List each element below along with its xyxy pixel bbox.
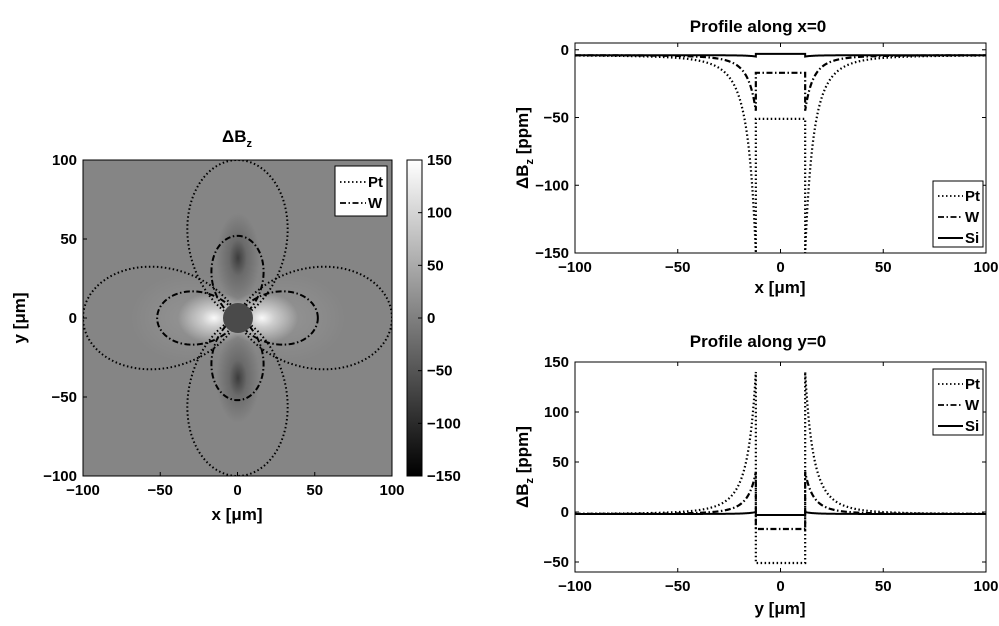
y-tick-label: 50 xyxy=(552,454,569,471)
colorbar: 150 100 50 0 −50 −100 −150 xyxy=(406,152,461,485)
profile-y-xlabel: y [μm] xyxy=(754,599,805,618)
x-tick-label: 0 xyxy=(776,578,784,595)
profile-x-ylabel: ΔBz [ppm] xyxy=(513,107,536,189)
profile-x-title: Profile along x=0 xyxy=(690,17,827,36)
profile-x-panel: Profile along x=0 −100 −50 0 50 1000−50−100−… xyxy=(513,17,999,297)
profile-x-legend: Pt W Si xyxy=(932,180,984,248)
x-tick-label: 100 xyxy=(973,259,998,276)
colorbar-ticks: 150 100 50 0 −50 −100 −150 xyxy=(418,152,461,485)
profile-y-ylabel: ΔBz [ppm] xyxy=(513,426,536,508)
heatmap-ticks: −100 −50 0 50 100 100 50 0 −50 −100 xyxy=(43,152,404,499)
y-tick-label: 100 xyxy=(52,152,77,169)
y-tick-label: 150 xyxy=(544,354,569,371)
series-si xyxy=(575,510,986,516)
profile-x-legend-w: W xyxy=(965,209,980,226)
x-tick-label: −50 xyxy=(665,578,690,595)
x-tick-label: 0 xyxy=(233,482,241,499)
x-tick-label: −100 xyxy=(558,578,592,595)
y-tick-label: 0 xyxy=(69,310,77,327)
profile-x-frame xyxy=(574,42,987,254)
y-tick-label: −100 xyxy=(535,177,569,194)
colorbar-tick-label: 100 xyxy=(427,205,452,222)
y-tick-label: −50 xyxy=(544,554,569,571)
heatmap-legend-pt: Pt xyxy=(368,174,383,191)
x-tick-label: 50 xyxy=(306,482,323,499)
series-si xyxy=(575,52,986,58)
profile-y-frame xyxy=(574,361,987,573)
profile-y-legend-pt: Pt xyxy=(965,376,980,393)
heatmap-xlabel: x [μm] xyxy=(211,505,262,524)
profile-x-legend-pt: Pt xyxy=(965,188,980,205)
x-tick-label: −100 xyxy=(558,259,592,276)
x-tick-label: −100 xyxy=(66,482,100,499)
x-tick-label: −50 xyxy=(665,259,690,276)
y-tick-label: 0 xyxy=(561,504,569,521)
heatmap-title: ΔBz xyxy=(222,127,253,150)
x-tick-label: 50 xyxy=(875,578,892,595)
x-tick-label: 50 xyxy=(875,259,892,276)
y-tick-label: 100 xyxy=(544,404,569,421)
profile-y-legend-si: Si xyxy=(965,418,979,435)
profile-y-legend-w: W xyxy=(965,397,980,414)
y-tick-label: −150 xyxy=(535,245,569,262)
y-tick-label: −100 xyxy=(43,468,77,485)
x-tick-label: −50 xyxy=(148,482,173,499)
heatmap-ylabel: y [μm] xyxy=(10,292,29,343)
x-tick-label: 100 xyxy=(379,482,404,499)
profile-x-series xyxy=(575,52,986,254)
colorbar-tick-label: 0 xyxy=(427,310,435,327)
x-tick-label: 0 xyxy=(776,259,784,276)
y-tick-label: 0 xyxy=(561,42,569,59)
profile-y-title: Profile along y=0 xyxy=(690,332,827,351)
colorbar-tick-label: −50 xyxy=(427,363,452,380)
colorbar-tick-label: −150 xyxy=(427,468,461,485)
profile-x-legend-si: Si xyxy=(965,230,979,247)
y-tick-label: 50 xyxy=(60,231,77,248)
y-tick-label: −50 xyxy=(52,389,77,406)
heatmap-legend: Pt W xyxy=(334,165,388,217)
profile-y-series xyxy=(575,371,986,565)
x-tick-label: 100 xyxy=(973,578,998,595)
y-tick-label: −50 xyxy=(544,110,569,127)
colorbar-tick-label: −100 xyxy=(427,415,461,432)
profile-y-ticks: −100 −50 0 50 100 150 100 50 0 −50 xyxy=(544,354,999,595)
heatmap-panel: ΔBz −100 −50 0 50 100 100 50 0 −50 −100 x [μm] y … xyxy=(10,127,461,524)
profile-x-xlabel: x [μm] xyxy=(754,278,805,297)
profile-y-legend: Pt W Si xyxy=(932,368,984,436)
colorbar-tick-label: 50 xyxy=(427,257,444,274)
heatmap-legend-w: W xyxy=(368,195,383,212)
colorbar-tick-label: 150 xyxy=(427,152,452,169)
profile-y-panel: Profile along y=0 −100 −50 0 50 100 150 100 50 0… xyxy=(513,332,999,618)
inclusion-disk xyxy=(223,303,253,333)
